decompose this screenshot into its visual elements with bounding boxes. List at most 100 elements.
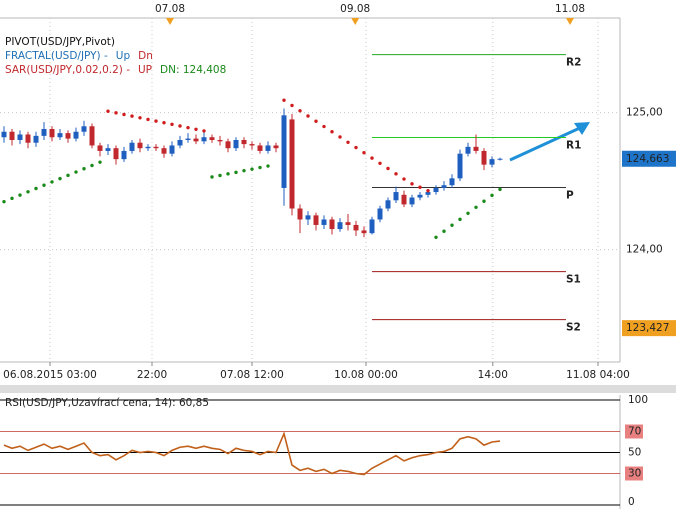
top-marker-label: 09.08 [340,3,370,15]
legend-text: Up [116,50,131,62]
y-tick-label: 125,00 [626,107,663,119]
sar-dot [2,199,6,204]
candle-body [137,142,143,149]
sar-dot [442,229,446,233]
legend-row: PIVOT(USD/JPY,Pivot) [5,36,115,48]
top-marker [166,18,174,25]
candle-body [49,129,55,138]
sar-dot [338,135,342,139]
candle-body [249,144,255,146]
sar-dot [346,140,350,145]
candle-body [105,148,111,151]
candle-body [329,219,335,230]
sar-dot [122,112,126,117]
candle-body [281,115,287,188]
sar-dot [162,121,166,125]
candle-body [65,133,71,139]
candle-body [441,185,447,188]
pivot-label: P [566,190,574,202]
sar-dot [218,173,222,178]
sar-dot [410,182,414,186]
sar-dot [258,165,262,170]
candle-body [353,224,359,231]
sar-dot [58,176,62,181]
x-tick-label: 07.08 12:00 [220,369,284,381]
candle-body [257,145,263,151]
y-tick-label: 30 [628,468,641,480]
sar-dot [74,170,78,174]
candle-body [129,142,135,151]
candle-body [489,159,495,165]
sar-dot [50,180,54,184]
candle-body [217,139,223,142]
sar-dot [234,170,238,175]
sar-dot [202,129,206,133]
legend-text: UP [138,64,152,76]
rsi-title: RSI(USD/JPY,Uzavírací cena, 14): 60,85 [5,397,209,409]
y-tick-label: 100 [628,394,648,406]
candle-body [401,194,407,205]
sar-dot [282,98,286,102]
price-label: 123,427 [626,322,669,334]
sar-dot [434,235,438,239]
candle-body [89,126,95,146]
sar-dot [90,163,94,168]
sar-dot [298,109,302,113]
candle-body [241,139,247,145]
candle-body [417,194,423,198]
sar-dot [34,186,38,191]
pivot-label: S2 [566,322,581,334]
candle-body [273,145,279,149]
candle-body [73,131,79,139]
pivot-label: S1 [566,274,581,286]
candle-body [113,148,119,160]
x-tick-label: 10.08 00:00 [334,369,398,381]
top-marker [351,18,360,25]
sar-dot [250,167,254,171]
candle-body [161,148,167,154]
sar-dot [66,173,70,178]
y-tick-label: 70 [628,426,641,438]
sar-dot [314,119,318,123]
candle-body [313,215,319,225]
sar-dot [290,103,294,108]
candle-body [121,150,127,160]
sar-dot [466,211,470,215]
candle-body [361,230,367,234]
sar-dot [474,205,478,209]
sar-dot [322,124,326,129]
x-tick-label: 11.08 04:00 [566,369,630,381]
pivot-label: R2 [566,57,581,69]
sar-dot [194,127,198,131]
candle-body [457,153,463,179]
legend-text: FRACTAL(USD/JPY) - [5,50,108,62]
candle-body [433,187,439,193]
x-tick-label: 22:00 [137,369,167,381]
candle-body [33,135,39,143]
candle-body [305,215,311,220]
legend-row: SAR(USD/JPY,0.02,0.2) - UP DN: 124,408 [5,64,226,76]
top-marker-label: 07.08 [155,3,185,15]
sar-dot [418,185,422,189]
candle-body [57,133,63,138]
sar-dot [490,193,494,198]
sar-dot [210,175,214,179]
sar-dot [170,122,174,127]
y-tick-label: 124,00 [626,244,663,256]
sar-dot [82,167,86,171]
trend-arrow [509,125,583,162]
sar-dot [178,124,182,128]
sar-dot [458,217,462,222]
candle-body [337,222,343,230]
candle-body [409,197,415,205]
candle-body [41,129,47,136]
tick-label-box [625,424,643,439]
candle-body [209,137,215,140]
candle-body [473,146,479,151]
candle-body [449,178,455,186]
sar-dot [370,156,374,160]
legend-text: Dn [138,50,153,62]
candle-body [25,134,31,143]
